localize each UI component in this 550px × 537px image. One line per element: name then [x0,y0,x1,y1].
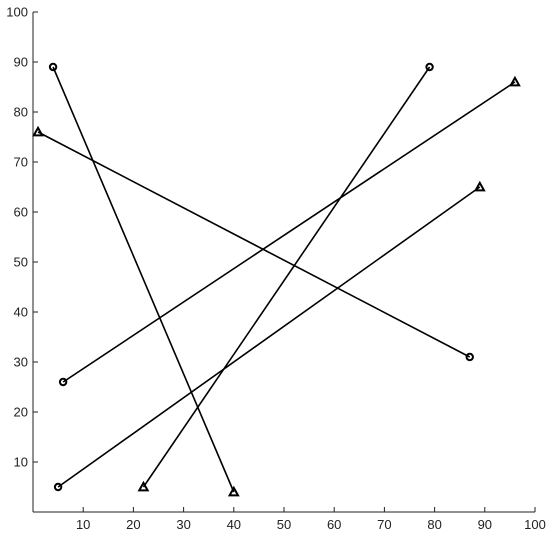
y-tick-label: 90 [14,55,28,70]
segment-1-start-circle-marker [48,62,58,72]
segment-2-end-triangle-marker [137,480,150,492]
markers [32,62,521,497]
y-tick-label: 70 [14,155,28,170]
axes [32,12,535,513]
x-tick-label: 60 [327,517,341,532]
x-tick-label: 40 [227,517,241,532]
segment-2-line [142,66,431,488]
segment-5-end-triangle-marker [473,180,486,192]
x-tick-label: 20 [126,517,140,532]
segment-3-end-triangle-marker [509,75,521,87]
x-tick-label: 10 [76,517,90,532]
x-tick-label: 70 [377,517,391,532]
segment-3-line [62,81,516,383]
y-tick-label: 30 [14,355,28,370]
y-tick-label: 60 [14,205,28,220]
segment-5-line [57,186,481,488]
segment-1-line [52,66,235,493]
segment-4-start-circle-marker [465,352,474,362]
segment-4-line [37,131,471,358]
segment-4-end-triangle-marker [32,125,44,137]
x-tick-label: 100 [524,517,546,532]
segments [37,66,516,493]
x-tick-label: 30 [176,517,190,532]
y-tick-label: 100 [6,5,28,20]
y-tick-label: 10 [14,455,28,470]
segment-5-start-circle-marker [53,482,63,492]
y-tick-label: 80 [14,105,28,120]
segment-1-end-triangle-marker [227,485,240,497]
axis-ticks: 10 20 30 40 50 60 70 80 90 100 10 20 30 40 50 60 70 80 90 1… [6,5,546,533]
y-tick-label: 20 [14,405,28,420]
y-tick-label: 50 [14,255,28,270]
x-tick-label: 50 [277,517,291,532]
segment-2-start-circle-marker [425,62,434,72]
segment-3-start-circle-marker [58,377,68,387]
x-tick-label: 80 [427,517,441,532]
y-tick-label: 40 [14,305,28,320]
x-tick-label: 90 [478,517,492,532]
